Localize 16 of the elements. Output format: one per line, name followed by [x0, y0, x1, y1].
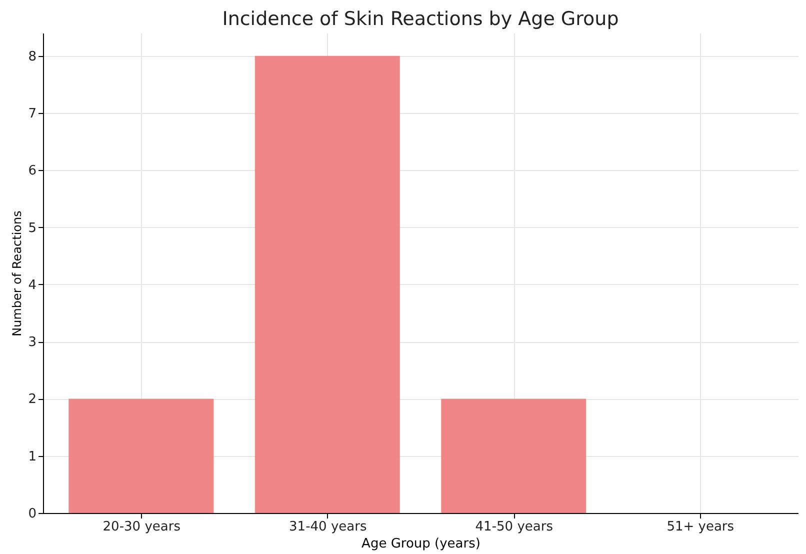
chart-title: Incidence of Skin Reactions by Age Group — [222, 8, 619, 30]
y-tick-label: 5 — [28, 220, 36, 236]
x-tick-label: 31-40 years — [289, 520, 367, 534]
y-axis-title: Number of Reactions — [10, 210, 24, 336]
x-tick-label: 51+ years — [666, 520, 734, 534]
y-tick-label: 2 — [28, 392, 36, 408]
y-tick-label: 4 — [28, 278, 36, 293]
y-tick-label: 1 — [28, 449, 36, 464]
y-tick-label: 0 — [28, 506, 36, 522]
y-tick-label: 6 — [28, 164, 36, 179]
x-axis-title: Age Group (years) — [362, 536, 480, 552]
y-tick-label: 7 — [28, 106, 36, 122]
y-tick-label: 3 — [28, 335, 36, 350]
x-tick-label: 20-30 years — [102, 520, 181, 534]
x-tick-label: 41-50 years — [475, 520, 554, 534]
y-tick-label: 8 — [28, 49, 36, 64]
